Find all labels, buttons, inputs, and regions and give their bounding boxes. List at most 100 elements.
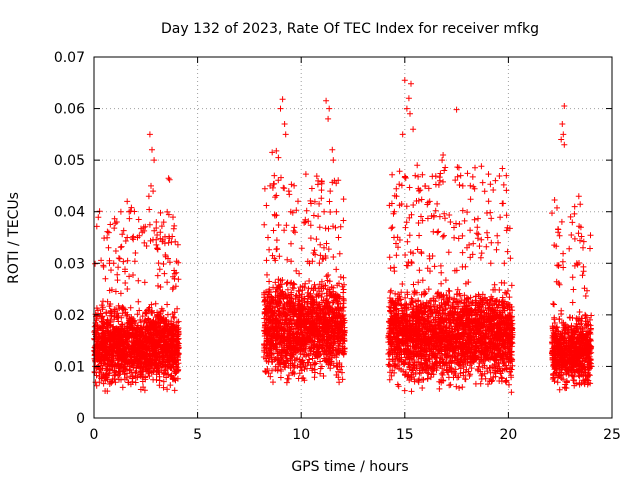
data-point [153,219,160,225]
data-point [149,310,156,317]
data-point [148,320,155,327]
data-point [153,241,160,248]
data-point [120,227,127,234]
data-point [135,277,142,284]
data-point [142,326,149,333]
data-point [165,255,171,262]
data-point [135,216,142,223]
data-point [155,260,162,267]
data-point [107,312,114,319]
data-point [126,363,133,370]
data-point [105,229,112,236]
data-point [100,329,107,336]
data-point [153,359,159,366]
data-point [134,343,141,350]
data-point [129,373,136,379]
data-point [118,356,125,363]
data-point [100,263,107,270]
data-point [111,316,118,323]
data-point [111,215,118,222]
data-point [166,259,173,266]
data-point [109,352,116,359]
data-point [124,326,131,332]
data-point [171,387,178,394]
data-point [174,305,181,312]
data-point [160,384,167,391]
data-point [112,288,119,295]
data-point [104,234,111,241]
data-point [123,312,130,319]
data-point [155,282,161,289]
data-point [148,308,155,315]
data-point [153,225,160,231]
data-point [98,257,105,264]
data-point [138,319,144,326]
data-point [160,219,167,226]
data-point [103,310,110,317]
data-point [106,338,113,345]
data-point [141,279,148,286]
data-point [134,324,141,331]
data-point [149,332,156,339]
data-point [160,353,167,360]
data-point [94,321,101,328]
data-point [115,372,121,379]
data-point [170,333,177,340]
data-point [114,353,121,360]
data-point [146,206,153,213]
data-point [154,272,161,279]
data-point [109,343,115,350]
data-point [140,333,147,340]
data-point [102,332,109,339]
data-point [167,382,174,389]
data-point [173,258,180,265]
data-point [118,376,124,383]
data-point [163,374,170,381]
data-point [168,239,175,246]
data-point [119,231,126,238]
data-point [124,286,131,292]
data-point [100,380,107,387]
data-point [98,375,105,382]
data-point [112,361,119,368]
data-point [127,208,134,215]
data-point [115,318,122,325]
data-point [115,313,122,319]
data-point [126,315,133,322]
data-point [158,308,164,315]
data-point [127,304,134,311]
data-point [149,357,156,364]
data-point [100,298,106,305]
data-point [160,318,167,325]
data-point [93,305,100,312]
data-point [128,204,135,211]
data-point [144,338,151,345]
data-point [101,374,107,381]
data-point [116,338,123,345]
data-point [119,305,125,312]
data-point [115,357,121,364]
data-point [91,369,98,376]
data-point [104,316,111,323]
data-point [99,306,106,313]
data-point [97,365,104,372]
data-point [160,378,167,385]
data-point [146,329,152,335]
data-point [130,233,137,240]
data-point [165,211,172,218]
data-point [175,331,182,338]
data-point [125,379,132,386]
data-point [154,245,161,252]
data-point [115,264,122,271]
data-point [124,370,130,377]
data-point [112,248,119,254]
data-point [171,267,178,274]
data-point [160,261,167,267]
data-point [136,307,143,314]
data-point [171,314,178,321]
data-point [169,233,176,240]
data-point [95,326,102,333]
data-point [131,258,138,265]
data-point [158,223,165,230]
